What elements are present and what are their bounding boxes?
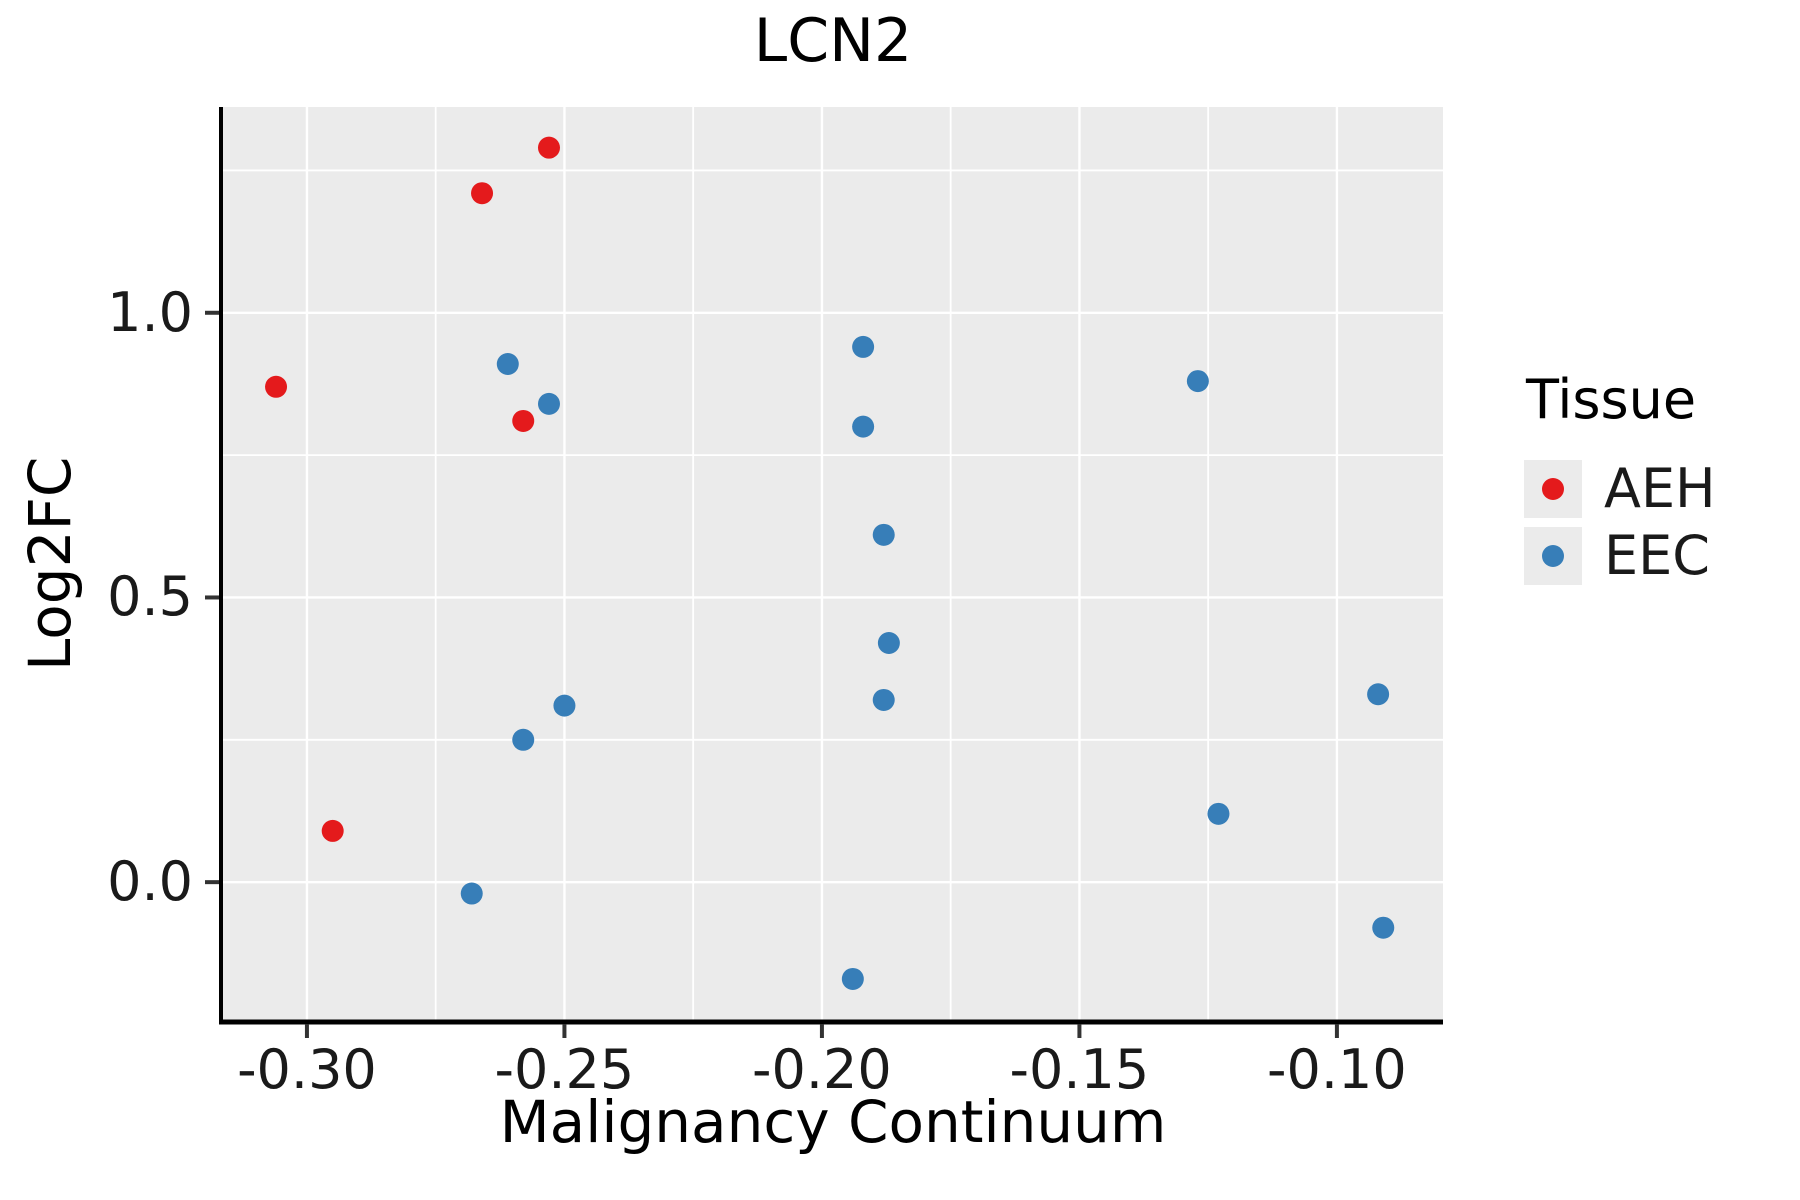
data-point-eec	[512, 728, 535, 751]
legend-key	[1524, 459, 1582, 518]
x-axis-title: Malignancy Continuum	[499, 1088, 1167, 1156]
legend-entry-eec: EEC	[1524, 524, 1716, 587]
data-point-aeh	[537, 136, 560, 159]
legend-entries: AEH EEC	[1524, 457, 1716, 587]
data-point-eec	[1372, 916, 1395, 939]
legend-key	[1524, 526, 1582, 585]
legend-dot-icon	[1542, 477, 1564, 500]
data-point-eec	[553, 694, 576, 717]
data-point-eec	[877, 632, 900, 655]
data-point-eec	[852, 335, 875, 358]
chart-title: LCN2	[753, 6, 913, 76]
legend-label: AEH	[1604, 457, 1716, 520]
data-point-eec	[872, 523, 895, 546]
data-point-aeh	[321, 819, 344, 842]
panel-background	[223, 107, 1443, 1020]
data-point-eec	[537, 392, 560, 415]
legend: Tissue AEH EEC	[1524, 368, 1716, 591]
data-point-eec	[841, 967, 864, 990]
legend-title: Tissue	[1526, 368, 1697, 431]
y-tick-label: 0.0	[107, 850, 193, 914]
legend-label: EEC	[1604, 524, 1710, 587]
data-point-eec	[1186, 370, 1209, 393]
y-tick-label: 0.5	[107, 565, 193, 629]
data-point-eec	[496, 353, 519, 376]
data-point-eec	[1207, 802, 1230, 825]
x-tick-label: -0.10	[1267, 1038, 1407, 1101]
x-tick-label: -0.30	[237, 1038, 377, 1101]
data-point-eec	[460, 882, 483, 905]
x-tick-label: -0.20	[752, 1038, 892, 1101]
data-point-aeh	[512, 409, 535, 432]
data-point-eec	[852, 415, 875, 438]
legend-dot-icon	[1542, 544, 1564, 567]
data-point-eec	[872, 688, 895, 711]
data-point-aeh	[265, 375, 288, 398]
data-point-eec	[1367, 683, 1390, 706]
legend-entry-aeh: AEH	[1524, 457, 1716, 520]
data-point-aeh	[471, 182, 494, 205]
y-tick-label: 1.0	[107, 280, 193, 344]
x-tick-label: -0.15	[1009, 1038, 1150, 1101]
x-tick-label: -0.25	[494, 1038, 635, 1101]
